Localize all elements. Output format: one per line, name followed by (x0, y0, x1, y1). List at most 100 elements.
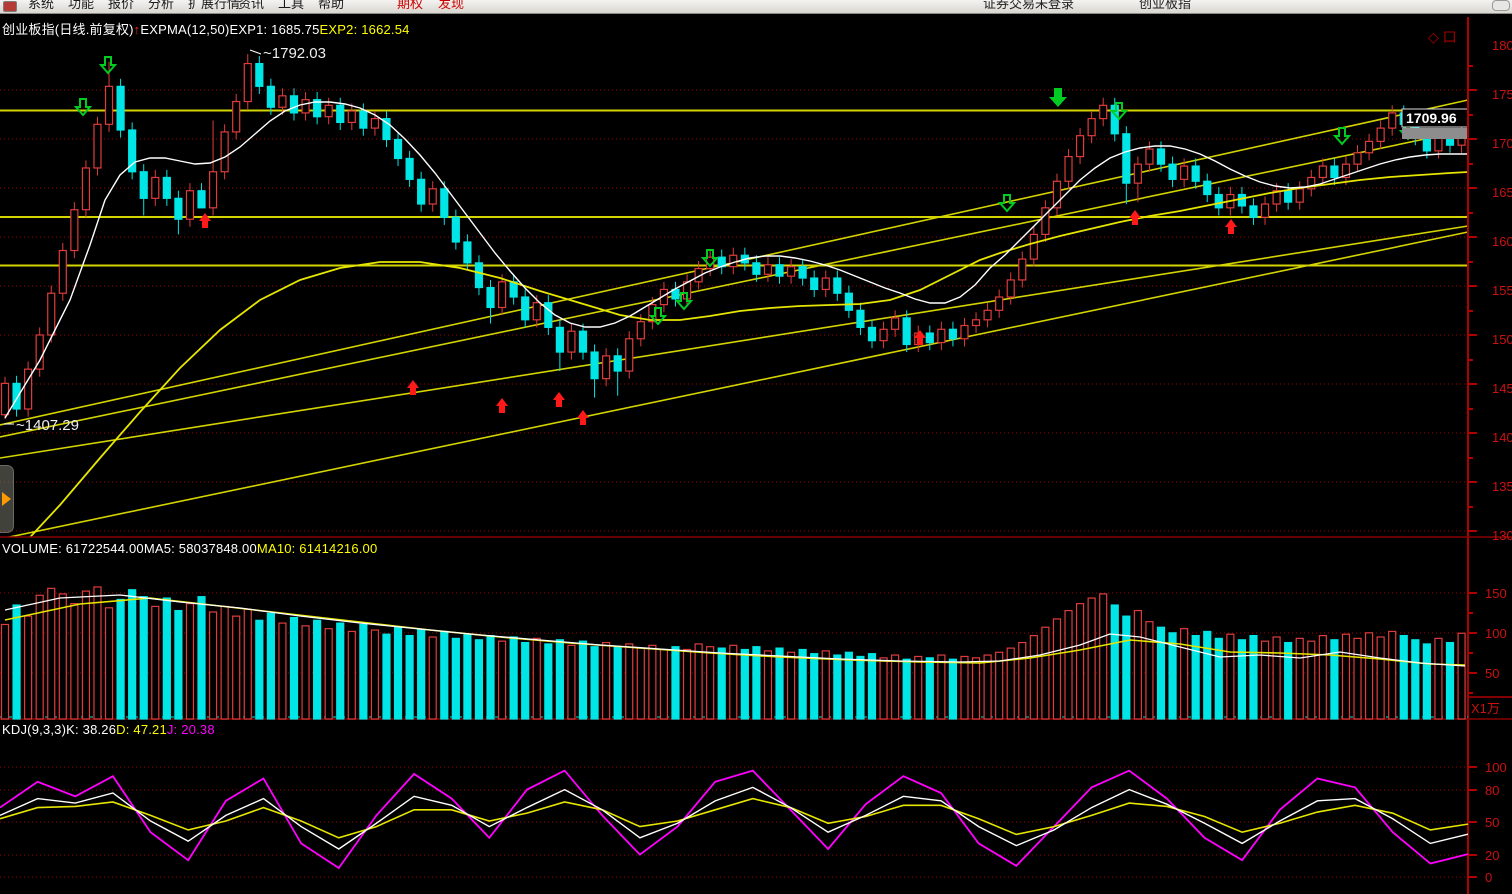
candle-body (359, 110, 368, 129)
volume-bar (405, 634, 414, 720)
menu-item-7[interactable]: 工具 (278, 0, 305, 11)
volume-bar (1052, 618, 1062, 720)
indicator-label[interactable]: EXPMA(12,50) (140, 22, 230, 37)
menu-item-8[interactable]: 帮助 (318, 0, 345, 11)
kdj-j-value: J: 20.38 (166, 722, 215, 737)
volume-bar (902, 658, 911, 720)
volume-bar (347, 630, 356, 720)
buy-signal-arrow (496, 398, 508, 413)
candle-body (1168, 163, 1177, 180)
volume-bar (740, 648, 749, 720)
volume-bar (1411, 639, 1420, 720)
menu-item-9[interactable]: 期权 (397, 0, 424, 11)
candle-body (440, 188, 449, 218)
menu-item-4[interactable]: 分析 (148, 0, 175, 11)
price-axis-label: 1600 (1492, 234, 1512, 249)
volume-bar (47, 587, 56, 720)
volume-bar (324, 628, 333, 720)
buy-signal-arrow (1225, 219, 1237, 234)
volume-bar (1110, 604, 1119, 720)
app-icon[interactable] (3, 1, 17, 12)
menu-item-10[interactable]: 发现 (438, 0, 465, 11)
volume-bar (116, 598, 125, 720)
price-axis-label: 1800 (1492, 38, 1512, 53)
price-axis-label: 1450 (1492, 381, 1512, 396)
candle-body (1353, 152, 1362, 165)
menu-item-2[interactable]: 功能 (68, 0, 95, 11)
volume-bar (1364, 632, 1374, 720)
volume-bar (70, 603, 79, 720)
scroll-up-button[interactable] (1492, 0, 1510, 11)
volume-bar (1318, 634, 1327, 720)
candle-body (1237, 193, 1247, 207)
sell-signal-arrow (1049, 88, 1067, 107)
candle-body (47, 292, 56, 336)
menu-item-5[interactable]: 扩展行情 (188, 0, 241, 11)
candle-body (463, 241, 472, 264)
volume-bar (486, 634, 495, 720)
candle-body (382, 118, 391, 141)
volume-bar (162, 597, 171, 720)
volume-bar (914, 655, 923, 720)
volume-bar (1399, 634, 1408, 720)
volume-bar (833, 654, 842, 720)
candle-body (486, 286, 495, 309)
candle-body (220, 131, 229, 173)
volume-bar (798, 648, 807, 720)
kdj-name[interactable]: KDJ(9,3,3) (2, 722, 67, 737)
candle-body (185, 190, 195, 220)
volume-bar (370, 629, 380, 720)
volume-bar (1330, 639, 1339, 720)
candle-body (289, 95, 299, 114)
volume-bar (1249, 634, 1258, 720)
candle-body (1214, 193, 1223, 209)
candlesticks (0, 54, 1466, 420)
candle-body (937, 328, 946, 344)
volume-ma5-line (4, 594, 1466, 667)
volume-bar (1422, 643, 1431, 720)
candle-body (833, 277, 842, 294)
volume-bar (243, 608, 252, 720)
candle-body (590, 351, 599, 380)
volume-bar (1018, 641, 1027, 720)
high-leader-line (249, 49, 262, 55)
candle-body (174, 197, 183, 220)
menu-item-1[interactable]: 系统 (28, 0, 55, 11)
menu-item-6[interactable]: 资讯 (238, 0, 265, 11)
candle-body (24, 368, 33, 410)
trendline (0, 129, 1469, 438)
volume-axis-label: 50 (1485, 666, 1499, 681)
candle-body (867, 326, 877, 342)
volume-bar (636, 647, 645, 720)
candle-body (752, 262, 761, 275)
candle-body (81, 167, 91, 211)
volume-bar (578, 640, 588, 720)
volume-bar (1191, 634, 1200, 720)
kdj-axis-label: 50 (1485, 815, 1499, 830)
price-axis-label: 1650 (1492, 185, 1512, 200)
candle-body (1087, 118, 1096, 137)
volume-bar (1145, 621, 1154, 720)
sell-signal-arrow-hollow (700, 249, 720, 268)
volume-bar (602, 641, 611, 720)
candle-body (821, 277, 830, 291)
volume-bar (93, 586, 102, 720)
sidebar-expand-handle[interactable] (0, 465, 14, 533)
exp1-line (4, 101, 1468, 419)
volume-bar (1388, 630, 1397, 720)
volume-bar (613, 646, 622, 720)
kdj-axis-label: 80 (1485, 783, 1499, 798)
trendline (5, 231, 1469, 537)
sell-signal-arrow-hollow (674, 292, 694, 311)
kdj-axis-label: 0 (1485, 870, 1492, 885)
candle-body (891, 317, 900, 330)
candle-body (301, 99, 310, 114)
volume-bar (810, 653, 819, 720)
volume-bar (208, 611, 218, 720)
volume-bar (717, 647, 726, 720)
kdj-axis-label: 100 (1485, 760, 1507, 775)
candle-body (1341, 163, 1351, 179)
volume-value[interactable]: VOLUME: 61722544.00 (2, 541, 144, 556)
menu-item-3[interactable]: 报价 (108, 0, 135, 11)
